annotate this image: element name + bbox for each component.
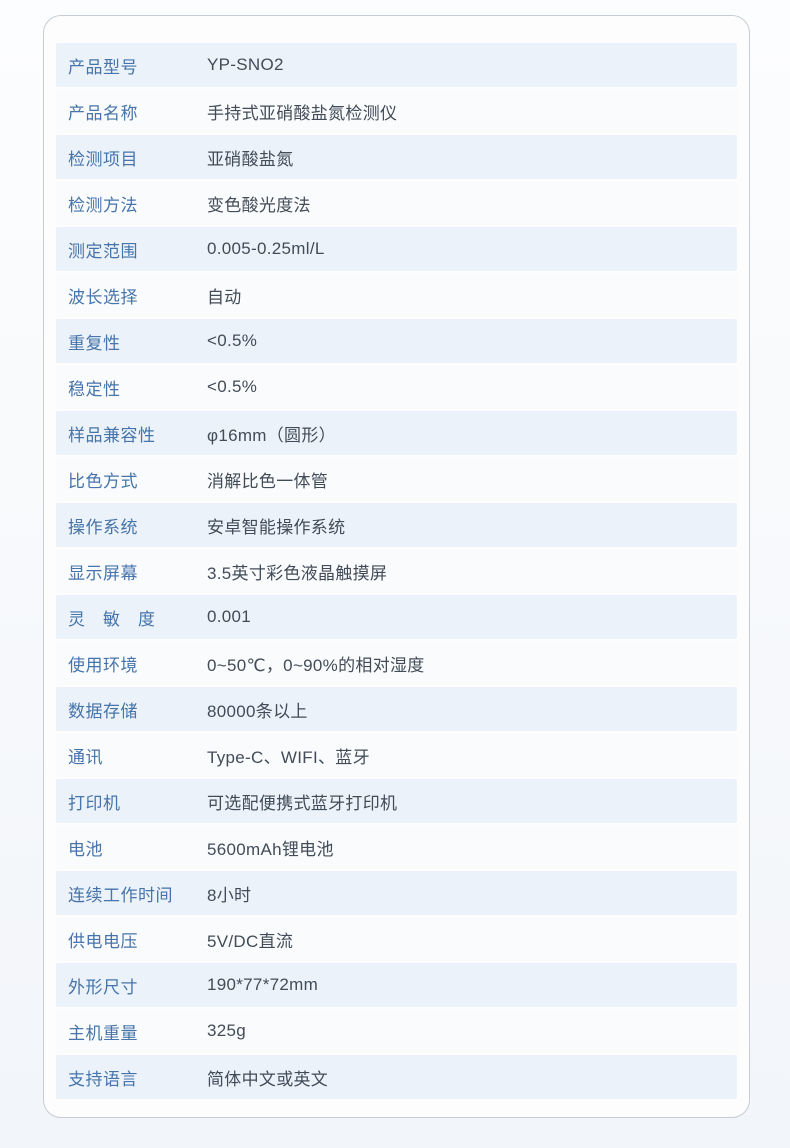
table-row: 供电电压 5V/DC直流 <box>56 917 737 961</box>
spec-label: 产品型号 <box>68 57 138 77</box>
spec-value: 简体中文或英文 <box>207 1069 329 1089</box>
spec-value: 5V/DC直流 <box>207 931 294 951</box>
table-row: 检测项目 亚硝酸盐氮 <box>56 135 737 179</box>
table-row: 样品兼容性 φ16mm（圆形） <box>56 411 737 455</box>
spec-label: 支持语言 <box>68 1069 138 1089</box>
table-row: 主机重量 325g <box>56 1009 737 1053</box>
table-row: 数据存储 80000条以上 <box>56 687 737 731</box>
spec-value: <0.5% <box>207 377 258 396</box>
spec-value: 5600mAh锂电池 <box>207 839 334 859</box>
table-row: 产品名称 手持式亚硝酸盐氮检测仪 <box>56 89 737 133</box>
spec-value: 变色酸光度法 <box>207 195 311 215</box>
spec-value: 可选配便携式蓝牙打印机 <box>207 793 398 813</box>
table-row: 支持语言 简体中文或英文 <box>56 1055 737 1099</box>
spec-label: 产品名称 <box>68 103 138 123</box>
table-row: 稳定性 <0.5% <box>56 365 737 409</box>
table-row: 产品型号 YP-SNO2 <box>56 43 737 87</box>
spec-label: 测定范围 <box>68 241 138 261</box>
spec-label: 显示屏幕 <box>68 563 138 583</box>
spec-label: 供电电压 <box>68 931 138 951</box>
table-row: 测定范围 0.005-0.25ml/L <box>56 227 737 271</box>
spec-value: 190*77*72mm <box>207 975 319 994</box>
spec-label: 灵 敏 度 <box>68 609 156 629</box>
table-row: 重复性 <0.5% <box>56 319 737 363</box>
table-row: 连续工作时间 8小时 <box>56 871 737 915</box>
spec-value: YP-SNO2 <box>207 55 284 74</box>
spec-label: 波长选择 <box>68 287 138 307</box>
table-row: 检测方法 变色酸光度法 <box>56 181 737 225</box>
spec-label: 比色方式 <box>68 471 138 491</box>
spec-value: <0.5% <box>207 331 258 350</box>
spec-value: 亚硝酸盐氮 <box>207 149 294 169</box>
table-row: 波长选择 自动 <box>56 273 737 317</box>
spec-label: 打印机 <box>68 793 121 813</box>
spec-value: 0~50℃，0~90%的相对湿度 <box>207 655 425 675</box>
spec-value: Type-C、WIFI、蓝牙 <box>207 747 370 767</box>
table-row: 通讯 Type-C、WIFI、蓝牙 <box>56 733 737 777</box>
spec-value: 消解比色一体管 <box>207 471 329 491</box>
spec-value: 80000条以上 <box>207 701 308 721</box>
spec-label: 重复性 <box>68 333 121 353</box>
spec-label: 检测项目 <box>68 149 138 169</box>
spec-label: 检测方法 <box>68 195 138 215</box>
table-row: 灵 敏 度 0.001 <box>56 595 737 639</box>
spec-label: 连续工作时间 <box>68 885 173 905</box>
table-row: 显示屏幕 3.5英寸彩色液晶触摸屏 <box>56 549 737 593</box>
spec-value: 安卓智能操作系统 <box>207 517 346 537</box>
spec-label: 通讯 <box>68 747 103 767</box>
spec-label: 电池 <box>68 839 103 859</box>
spec-value: 325g <box>207 1021 247 1040</box>
spec-value: φ16mm（圆形） <box>207 425 336 445</box>
spec-label: 主机重量 <box>68 1023 138 1043</box>
table-row: 外形尺寸 190*77*72mm <box>56 963 737 1007</box>
spec-label: 样品兼容性 <box>68 425 156 445</box>
spec-label: 外形尺寸 <box>68 977 138 997</box>
table-row: 使用环境 0~50℃，0~90%的相对湿度 <box>56 641 737 685</box>
table-row: 打印机 可选配便携式蓝牙打印机 <box>56 779 737 823</box>
spec-label: 操作系统 <box>68 517 138 537</box>
table-row: 操作系统 安卓智能操作系统 <box>56 503 737 547</box>
spec-value: 手持式亚硝酸盐氮检测仪 <box>207 103 398 123</box>
spec-value: 8小时 <box>207 885 252 905</box>
spec-label: 数据存储 <box>68 701 138 721</box>
table-row: 比色方式 消解比色一体管 <box>56 457 737 501</box>
spec-value: 0.001 <box>207 607 252 626</box>
spec-value: 3.5英寸彩色液晶触摸屏 <box>207 563 388 583</box>
spec-label: 使用环境 <box>68 655 138 675</box>
spec-value: 自动 <box>207 287 242 307</box>
spec-table: 产品型号 YP-SNO2 产品名称 手持式亚硝酸盐氮检测仪 检测项目 亚硝酸盐氮… <box>56 43 737 1099</box>
table-row: 电池 5600mAh锂电池 <box>56 825 737 869</box>
spec-label: 稳定性 <box>68 379 121 399</box>
spec-card: 产品型号 YP-SNO2 产品名称 手持式亚硝酸盐氮检测仪 检测项目 亚硝酸盐氮… <box>43 15 750 1118</box>
spec-value: 0.005-0.25ml/L <box>207 239 325 258</box>
